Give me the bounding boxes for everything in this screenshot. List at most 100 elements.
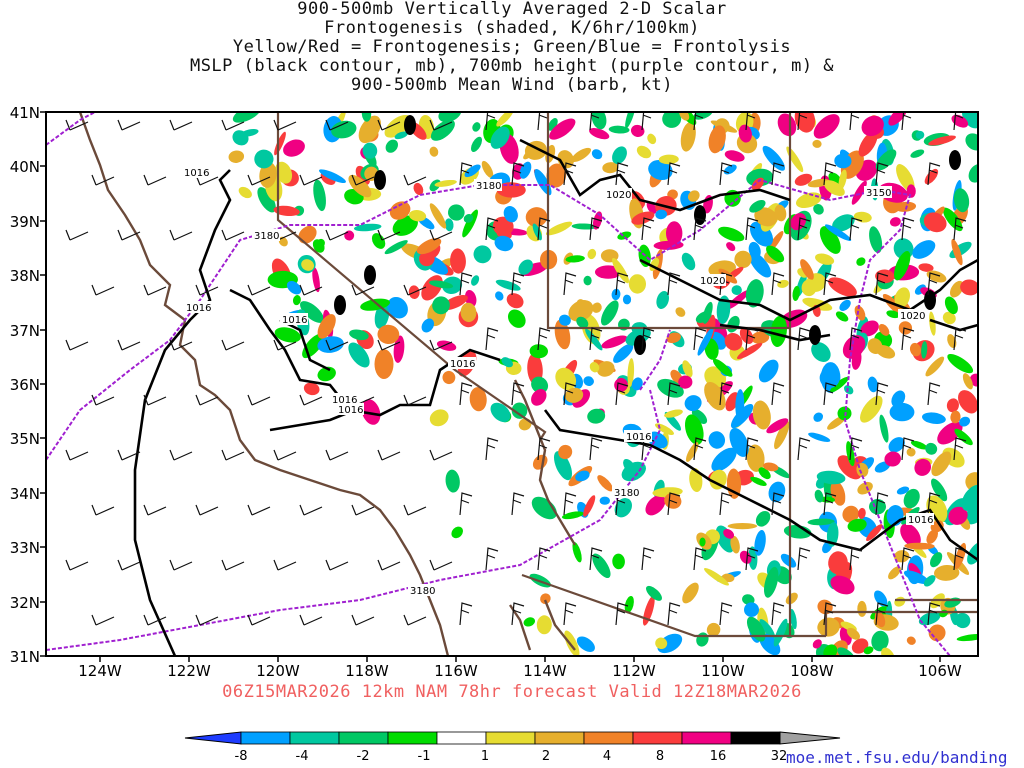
- shading-blob: [591, 149, 603, 160]
- colorbar-label: -8: [235, 749, 248, 764]
- shading-blob: [929, 311, 936, 336]
- shading-blob: [749, 199, 766, 213]
- shading-blob: [819, 226, 841, 254]
- shading-blob: [835, 494, 846, 506]
- shading-blob: [648, 159, 673, 181]
- shading-blob: [583, 275, 592, 286]
- colorbar-label: 4: [603, 749, 611, 764]
- shading-blob: [631, 211, 655, 225]
- shading-blob: [627, 358, 635, 387]
- wind-barb: [823, 162, 837, 186]
- shading-blob: [568, 299, 594, 322]
- longitude-axis: 124W 122W 120W 118W 116W 114W 112W 110W …: [78, 662, 962, 680]
- shading-blob: [348, 342, 370, 368]
- shading-blob: [393, 335, 405, 363]
- shading-blob: [228, 150, 245, 163]
- shading-blob: [931, 478, 948, 502]
- height-label: 3180: [410, 586, 435, 597]
- shading-blob: [612, 553, 625, 570]
- wind-barb: [273, 449, 297, 461]
- shading-blob: [734, 250, 752, 269]
- shading-blob: [596, 361, 615, 377]
- wind-barb: [641, 112, 652, 131]
- shading-blob: [385, 139, 398, 153]
- shading-blob: [442, 370, 456, 385]
- shading-blob: [662, 112, 682, 128]
- shading-blob: [888, 566, 901, 580]
- shading-blob: [942, 311, 956, 325]
- shading-blob: [392, 215, 418, 236]
- shading-blob: [503, 206, 518, 223]
- wind-barb: [745, 217, 759, 241]
- longitude-ticks: [99, 656, 941, 662]
- shading-blob: [929, 552, 943, 568]
- shading-blob: [496, 182, 526, 198]
- shading-blob: [636, 145, 652, 159]
- shading-blob: [362, 142, 378, 159]
- shading-blob: [842, 505, 859, 523]
- shading-blob: [844, 385, 854, 395]
- wind-barb: [273, 119, 297, 131]
- frontogenesis-shading: [228, 112, 978, 656]
- wind-barb: [875, 382, 889, 406]
- colorbar-label: 8: [656, 749, 664, 764]
- credit-link[interactable]: moe.met.fsu.edu/banding: [786, 748, 1008, 767]
- shading-blob: [884, 451, 901, 467]
- shading-blob: [823, 180, 845, 196]
- shading-blob: [875, 269, 895, 284]
- wind-barb: [511, 492, 525, 516]
- wind-barb: [537, 112, 548, 131]
- shading-blob: [587, 248, 597, 260]
- wind-barb: [771, 272, 785, 296]
- shading-blob: [744, 602, 759, 618]
- wind-barb: [325, 449, 349, 461]
- shading-blob: [518, 259, 533, 275]
- shading-blob: [679, 112, 690, 121]
- wind-barb: [351, 174, 375, 186]
- mslp-label: 1016: [282, 315, 307, 326]
- shading-blob: [906, 636, 916, 645]
- wind-barb: [273, 339, 297, 351]
- shading-blob: [624, 596, 634, 614]
- wind-barb: [65, 229, 89, 241]
- mslp-label: 1016: [332, 395, 357, 406]
- shading-blob: [900, 523, 921, 547]
- lat-label: 31N: [10, 648, 40, 666]
- shading-blob: [718, 226, 745, 242]
- shading-blob: [645, 495, 666, 516]
- title-line-4: MSLP (black contour, mb), 700mb height (…: [189, 56, 835, 76]
- wind-barb: [537, 437, 551, 461]
- shading-maximum: [949, 150, 961, 170]
- shading-blob: [691, 409, 708, 424]
- shading-blob: [421, 318, 435, 333]
- mslp-label: 1020: [700, 276, 725, 287]
- colorbar-cell: [632, 731, 683, 745]
- colorbar-cell: [387, 731, 438, 745]
- colorbar-cell: [485, 731, 536, 745]
- shading-blob: [358, 115, 381, 144]
- shading-blob: [675, 307, 686, 317]
- colorbar-label: 32: [771, 749, 788, 764]
- shading-blob: [749, 252, 772, 278]
- wind-barb: [745, 547, 759, 571]
- lat-label: 37N: [10, 322, 40, 340]
- shading-blob: [871, 630, 889, 652]
- wind-barb: [797, 437, 811, 461]
- shading-blob: [725, 289, 751, 310]
- title-line-1: 900-500mb Vertically Averaged 2-D Scalar: [297, 0, 727, 19]
- title-line-2: Frontogenesis (shaded, K/6hr/100km): [324, 18, 700, 38]
- shading-blob: [331, 120, 357, 139]
- wind-barb: [849, 547, 863, 571]
- shading-blob: [921, 341, 928, 359]
- mslp-label: 1020: [606, 190, 631, 201]
- shading-blob: [958, 390, 978, 414]
- shading-blob: [275, 161, 293, 184]
- shading-blob: [576, 316, 589, 329]
- wind-barb: [459, 162, 473, 186]
- wind-barb: [247, 284, 271, 296]
- height-label: 3180: [614, 488, 639, 499]
- shading-blob: [686, 442, 699, 462]
- title-line-5: 900-500mb Mean Wind (barb, kt): [350, 75, 674, 95]
- shading-blob: [869, 499, 886, 515]
- mslp-label: 1016: [450, 359, 475, 370]
